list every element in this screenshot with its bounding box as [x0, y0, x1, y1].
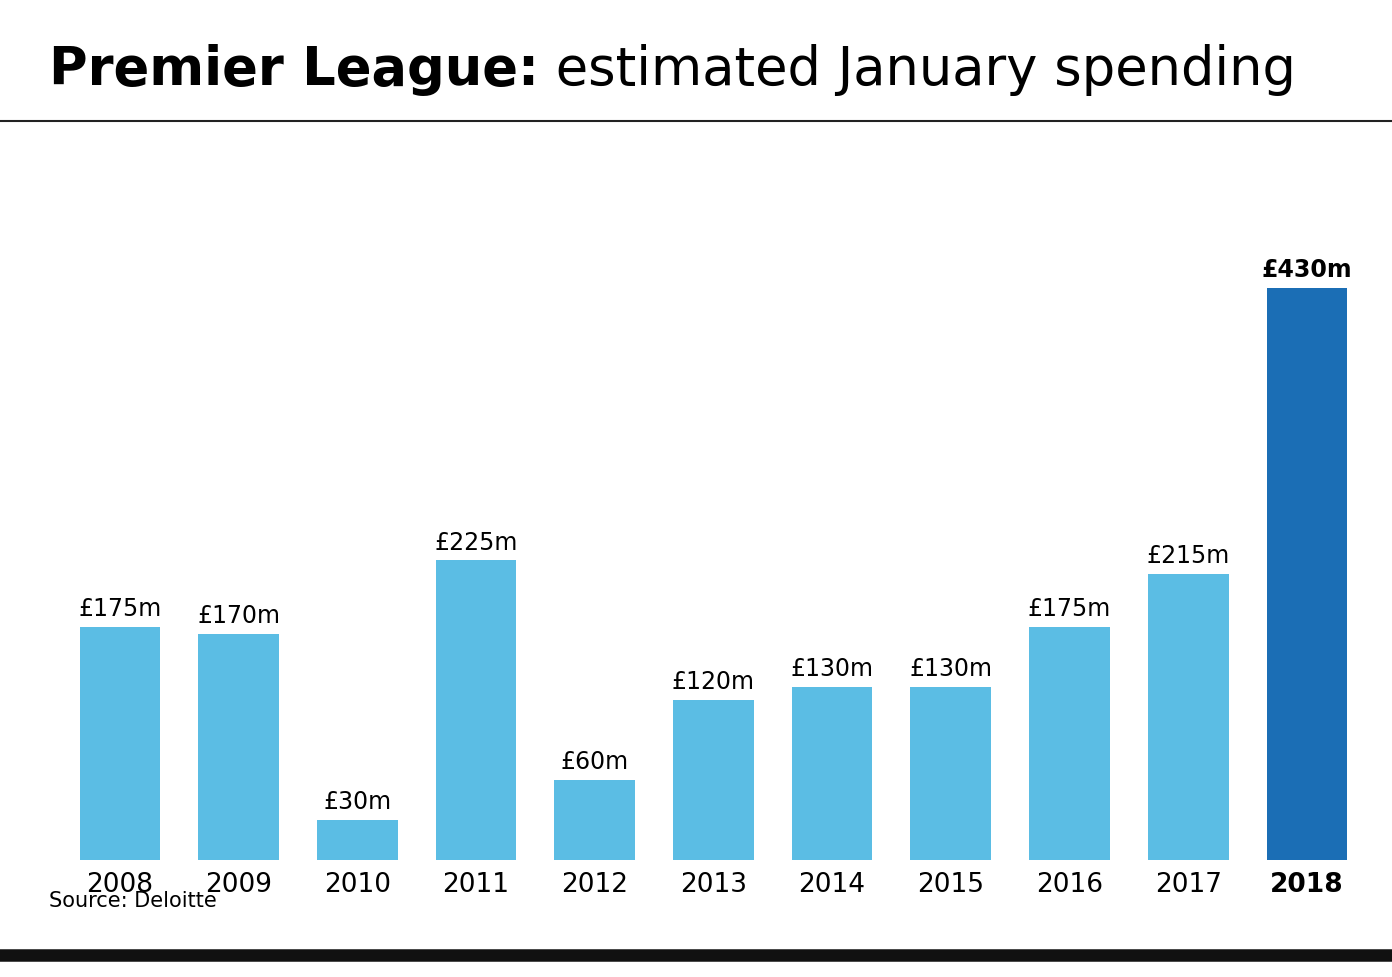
Text: £225m: £225m [434, 531, 518, 554]
Text: £430m: £430m [1261, 258, 1352, 281]
Text: estimated January spending: estimated January spending [539, 44, 1296, 96]
Bar [1029, 627, 1109, 860]
Bar [317, 820, 398, 860]
Text: £170m: £170m [198, 603, 280, 627]
Text: Source: Deloitte: Source: Deloitte [49, 891, 217, 911]
Text: £175m: £175m [78, 597, 161, 620]
Text: £175m: £175m [1027, 597, 1111, 620]
Text: £30m: £30m [323, 789, 391, 813]
Bar [1267, 288, 1347, 860]
Text: £120m: £120m [672, 669, 754, 694]
Bar [674, 701, 753, 860]
Bar [554, 780, 635, 860]
Text: £130m: £130m [909, 657, 992, 680]
Text: £60m: £60m [561, 749, 629, 774]
Bar [79, 627, 160, 860]
Bar [1148, 574, 1229, 860]
Text: £130m: £130m [791, 657, 874, 680]
Bar [792, 687, 873, 860]
Text: PA: PA [1295, 898, 1342, 931]
Bar [436, 561, 516, 860]
Text: Premier League:: Premier League: [49, 44, 539, 96]
Text: £215m: £215m [1147, 543, 1229, 568]
Bar [198, 634, 278, 860]
Bar [910, 687, 991, 860]
